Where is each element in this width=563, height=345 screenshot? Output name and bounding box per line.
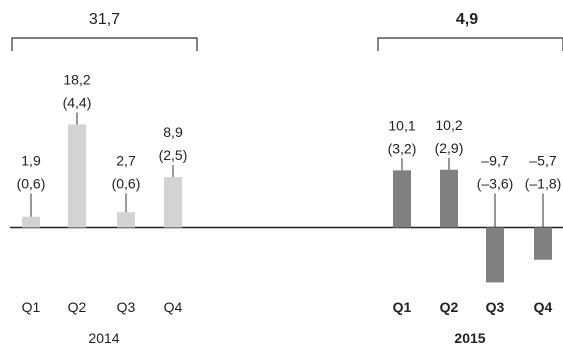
bracket-2014 [11,37,198,51]
value-label-2014-q3: 2,7 [116,153,136,169]
value-label-2015-q4: –5,7 [529,153,556,169]
secondary-label-2015-q1: (3,2) [388,140,417,156]
bar-2014-q4 [164,177,182,228]
value-label-2015-q3: –9,7 [481,153,508,169]
year-label-2015: 2015 [454,330,485,345]
value-label-2015-q2: 10,2 [435,117,462,133]
group-total-2015: 4,9 [456,11,478,28]
category-label-2014-q1: Q1 [22,299,41,315]
category-label-2015-q3: Q3 [486,299,505,315]
secondary-label-2014-q3: (0,6) [112,176,141,192]
bracket-2015 [377,37,563,51]
category-label-2014-q4: Q4 [164,299,183,315]
value-label-2015-q1: 10,1 [388,117,415,133]
secondary-label-2014-q2: (4,4) [63,94,92,110]
category-label-2015-q2: Q2 [440,299,459,315]
secondary-label-2015-q2: (2,9) [435,140,464,156]
value-label-2014-q4: 8,9 [163,124,183,140]
secondary-label-2015-q4: (–1,8) [525,176,562,192]
bar-2014-q2 [68,124,86,228]
value-label-2014-q1: 1,9 [21,153,41,169]
category-label-2015-q1: Q1 [393,299,412,315]
secondary-label-2015-q3: (–3,6) [477,176,514,192]
category-label-2015-q4: Q4 [534,299,553,315]
value-label-2014-q2: 18,2 [63,71,90,87]
secondary-label-2014-q1: (0,6) [17,176,46,192]
category-label-2014-q3: Q3 [117,299,136,315]
bar-2014-q3 [117,212,135,228]
group-total-2014: 31,7 [89,11,120,28]
bar-2015-q1 [393,170,411,228]
bar-2014-q1 [22,216,40,228]
bar-2015-q3 [486,227,504,283]
year-label-2014: 2014 [88,330,119,345]
bar-2015-q2 [440,169,458,228]
secondary-label-2014-q4: (2,5) [159,147,188,163]
category-label-2014-q2: Q2 [68,299,87,315]
bar-2015-q4 [534,227,552,260]
